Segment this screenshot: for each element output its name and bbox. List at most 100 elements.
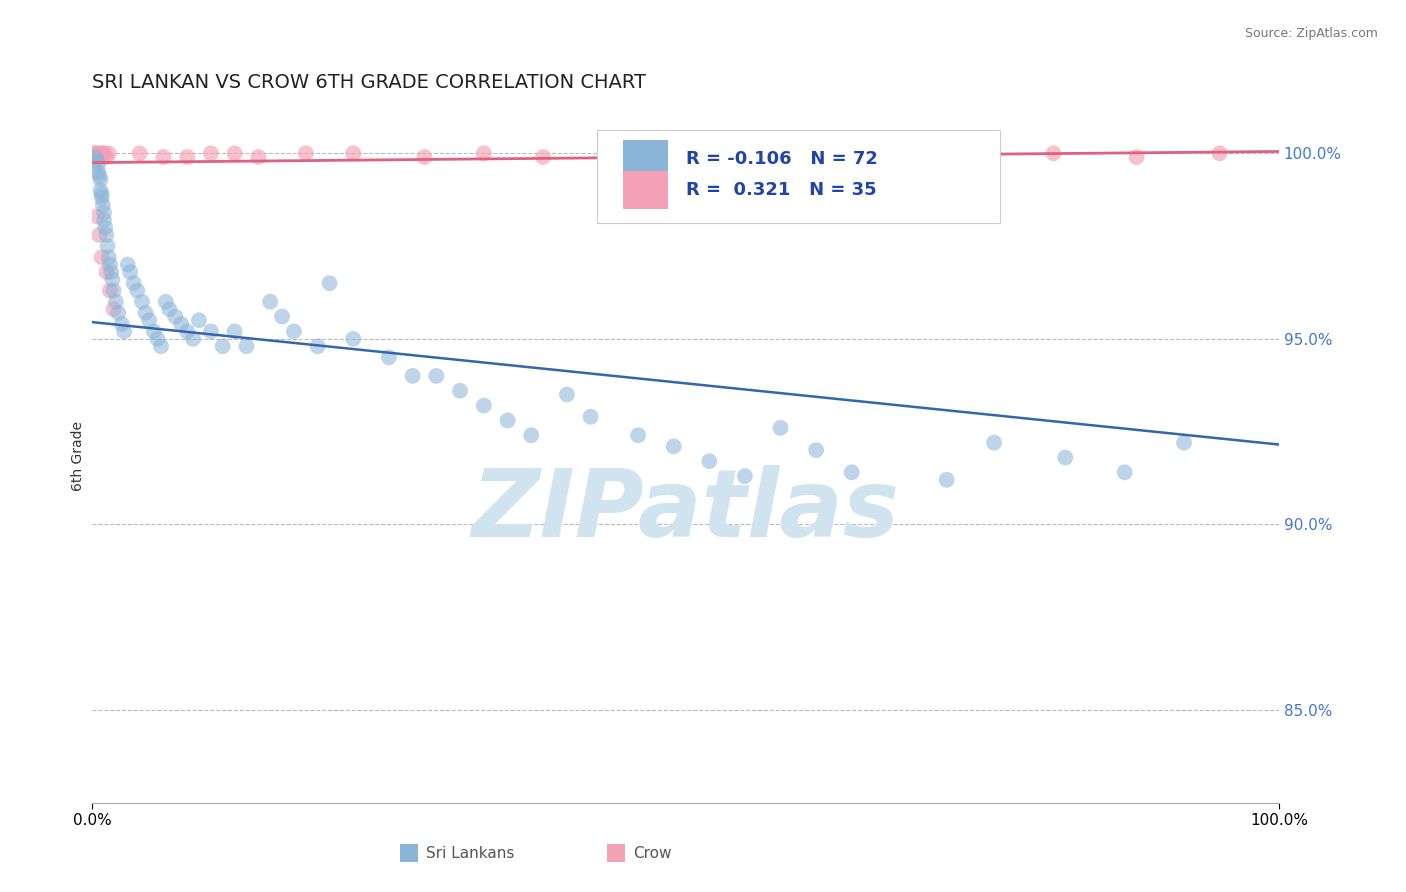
Point xyxy=(211,339,233,353)
Point xyxy=(89,169,111,183)
FancyBboxPatch shape xyxy=(596,129,1000,223)
Point xyxy=(97,250,120,264)
Point xyxy=(112,325,135,339)
Point xyxy=(111,317,134,331)
Point xyxy=(579,409,602,424)
Point xyxy=(170,317,193,331)
Point xyxy=(697,454,720,468)
Text: Sri Lankans: Sri Lankans xyxy=(426,846,515,861)
Point xyxy=(1114,466,1136,480)
Point xyxy=(96,150,118,164)
Point xyxy=(224,146,246,161)
Bar xyxy=(607,844,626,862)
Point xyxy=(176,325,198,339)
Point xyxy=(84,146,107,161)
Point xyxy=(98,258,121,272)
Point xyxy=(89,227,111,242)
Point xyxy=(100,265,122,279)
Point xyxy=(87,165,110,179)
Point xyxy=(181,332,204,346)
Point xyxy=(235,339,257,353)
Point xyxy=(97,239,120,253)
Point xyxy=(378,351,401,365)
Point xyxy=(84,150,107,164)
Point xyxy=(734,146,756,161)
Y-axis label: 6th Grade: 6th Grade xyxy=(72,421,86,491)
Point xyxy=(138,313,160,327)
Point xyxy=(413,150,436,164)
Point xyxy=(155,294,177,309)
Point xyxy=(1173,435,1195,450)
Point xyxy=(101,272,124,286)
Point xyxy=(200,325,222,339)
Point xyxy=(983,435,1005,450)
Point xyxy=(271,310,294,324)
Point xyxy=(307,339,329,353)
Point xyxy=(449,384,471,398)
Point xyxy=(103,284,125,298)
Point xyxy=(294,146,316,161)
Point xyxy=(283,325,305,339)
Text: Source: ZipAtlas.com: Source: ZipAtlas.com xyxy=(1244,27,1378,40)
Point xyxy=(662,439,685,453)
Point xyxy=(103,302,125,317)
Point xyxy=(86,210,108,224)
Point xyxy=(96,265,118,279)
Point xyxy=(142,325,165,339)
Point xyxy=(224,325,246,339)
Point xyxy=(889,150,911,164)
Point xyxy=(817,146,839,161)
Text: R = -0.106   N = 72: R = -0.106 N = 72 xyxy=(686,150,877,168)
Point xyxy=(555,387,578,401)
Point xyxy=(150,339,173,353)
Point xyxy=(97,146,120,161)
Point xyxy=(93,213,115,227)
Point xyxy=(401,368,423,383)
Point xyxy=(496,413,519,427)
Point xyxy=(135,306,157,320)
Point xyxy=(91,198,114,212)
Point xyxy=(93,146,115,161)
Title: SRI LANKAN VS CROW 6TH GRADE CORRELATION CHART: SRI LANKAN VS CROW 6TH GRADE CORRELATION… xyxy=(93,73,647,92)
Text: R =  0.321   N = 35: R = 0.321 N = 35 xyxy=(686,181,876,199)
Point xyxy=(83,146,105,161)
Text: ZIPatlas: ZIPatlas xyxy=(471,465,900,558)
Point xyxy=(157,302,180,317)
Point xyxy=(188,313,211,327)
FancyBboxPatch shape xyxy=(623,171,668,210)
Point xyxy=(131,294,153,309)
Point xyxy=(122,276,145,290)
Point xyxy=(734,469,756,483)
Point xyxy=(89,183,111,197)
Point xyxy=(87,157,110,171)
Point xyxy=(425,368,447,383)
Point xyxy=(128,146,150,161)
Point xyxy=(603,146,626,161)
Point xyxy=(152,150,174,164)
Point xyxy=(935,473,957,487)
Point xyxy=(165,310,187,324)
Point xyxy=(531,150,554,164)
Point xyxy=(93,205,115,219)
Bar xyxy=(399,844,418,862)
Point xyxy=(804,443,827,458)
Point xyxy=(841,466,863,480)
Point xyxy=(117,258,139,272)
Point xyxy=(96,227,118,242)
FancyBboxPatch shape xyxy=(623,140,668,178)
Point xyxy=(520,428,543,442)
Text: Crow: Crow xyxy=(633,846,672,861)
Point xyxy=(98,284,121,298)
Point xyxy=(91,146,114,161)
Point xyxy=(146,332,169,346)
Point xyxy=(1042,146,1064,161)
Point xyxy=(90,191,112,205)
Point xyxy=(90,187,112,202)
Point xyxy=(127,284,149,298)
Point xyxy=(247,150,270,164)
Point xyxy=(1054,450,1077,465)
Point xyxy=(959,146,981,161)
Point xyxy=(259,294,281,309)
Point xyxy=(89,172,111,186)
Point xyxy=(107,306,129,320)
